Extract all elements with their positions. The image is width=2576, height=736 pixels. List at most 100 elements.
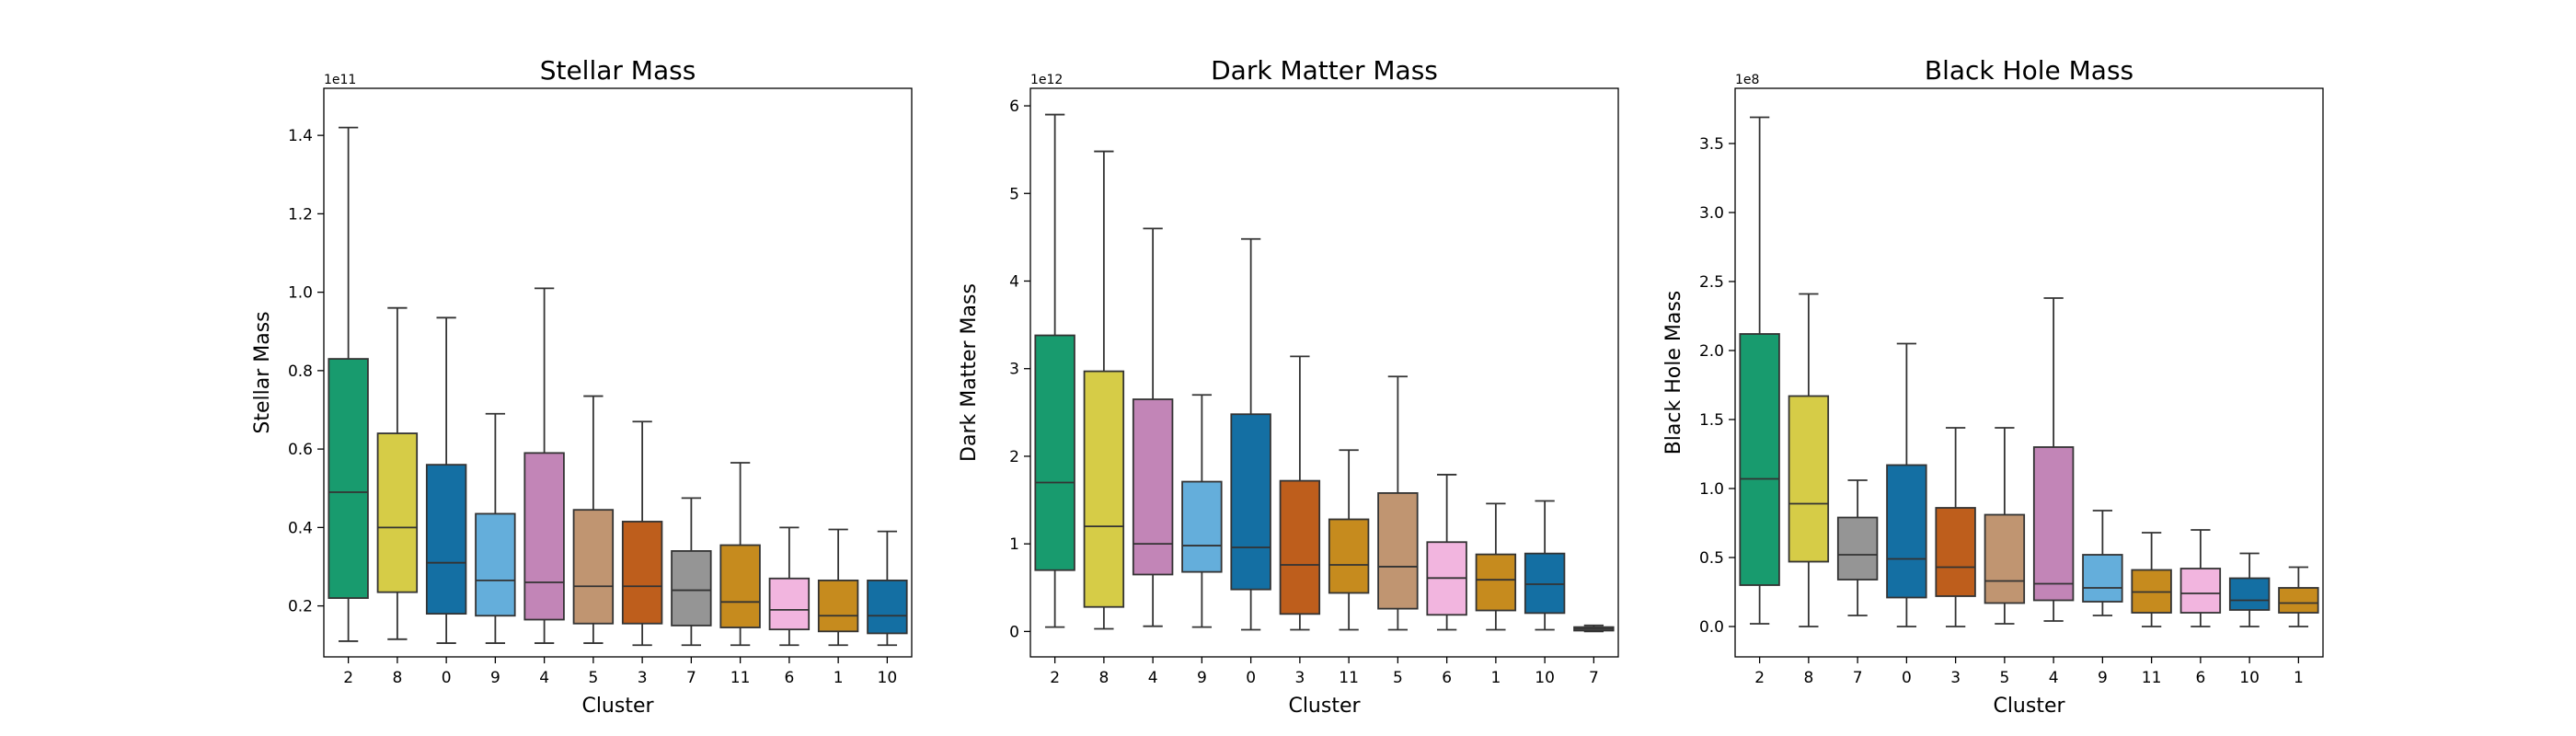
y-tick-label: 1.0 xyxy=(288,284,313,303)
box-cluster-3 xyxy=(621,420,663,647)
box-cluster-9 xyxy=(1181,394,1223,628)
x-tick-label: 3 xyxy=(638,669,648,687)
box-body xyxy=(1328,518,1370,594)
box-cluster-4 xyxy=(523,287,565,644)
box-cluster-9 xyxy=(475,412,516,644)
y-tick-label: 0.0 xyxy=(1699,618,1724,637)
box-cluster-5 xyxy=(1377,375,1419,631)
box-cluster-1 xyxy=(1475,502,1517,631)
box-cluster-1 xyxy=(2278,566,2319,627)
box-body xyxy=(328,358,369,599)
chart-title: Stellar Mass xyxy=(540,55,696,86)
x-tick-label: 1 xyxy=(834,669,844,687)
x-tick-label: 5 xyxy=(1393,669,1403,687)
x-tick-label: 10 xyxy=(878,669,898,687)
x-tick-label: 3 xyxy=(1950,669,1961,687)
chart-title: Black Hole Mass xyxy=(1925,55,2133,86)
box-body xyxy=(1083,370,1125,608)
x-tick-label: 6 xyxy=(1442,669,1452,687)
x-axis-label: Cluster xyxy=(1288,695,1361,718)
box-body xyxy=(376,432,419,593)
y-tick-label: 0.8 xyxy=(288,362,313,381)
x-tick-label: 2 xyxy=(1050,669,1060,687)
box-body xyxy=(1132,398,1174,576)
box-body xyxy=(621,521,663,625)
box-body xyxy=(1739,333,1780,586)
box-cluster-2 xyxy=(1034,113,1075,628)
y-tick-label: 1.0 xyxy=(1699,480,1724,499)
x-tick-label: 11 xyxy=(1339,669,1359,687)
box-body xyxy=(1886,464,1927,599)
x-tick-label: 7 xyxy=(1853,669,1863,687)
x-tick-label: 4 xyxy=(2049,669,2059,687)
box-cluster-8 xyxy=(376,306,419,640)
axis-ticks: 0 1 2 3 4 5 6 2 8 4 9 0 3 11 5 6 1 10 7 xyxy=(1009,98,1599,687)
x-tick-label: 0 xyxy=(1902,669,1912,687)
box-body xyxy=(2278,587,2319,614)
black-hole-mass-panel: Black Hole Mass Cluster Black Hole Mass … xyxy=(1662,55,2324,718)
y-axis-label: Stellar Mass xyxy=(251,311,274,433)
box-body xyxy=(1475,553,1517,612)
y-axis-label: Black Hole Mass xyxy=(1662,291,1685,455)
box-cluster-3 xyxy=(1279,355,1321,631)
y-axis-label: Dark Matter Mass xyxy=(958,283,981,462)
box-body xyxy=(2228,577,2271,611)
x-tick-label: 4 xyxy=(1148,669,1158,687)
box-cluster-10 xyxy=(867,530,908,647)
box-body xyxy=(1377,492,1419,610)
y-offset-label: 1e12 xyxy=(1030,73,1063,87)
y-tick-label: 4 xyxy=(1009,272,1019,291)
y-tick-label: 2 xyxy=(1009,448,1019,466)
box-body xyxy=(817,579,859,633)
box-body xyxy=(1181,480,1223,573)
box-body xyxy=(1836,516,1879,581)
box-body xyxy=(1984,513,2026,604)
x-tick-label: 6 xyxy=(784,669,794,687)
x-tick-label: 2 xyxy=(1754,669,1765,687)
box-cluster-8 xyxy=(1083,150,1125,630)
x-tick-label: 0 xyxy=(1246,669,1256,687)
x-tick-label: 11 xyxy=(2142,669,2162,687)
box-body xyxy=(867,579,908,635)
axes-frame xyxy=(323,87,913,658)
box-cluster-0 xyxy=(1230,237,1271,631)
x-tick-label: 11 xyxy=(730,669,751,687)
box-body xyxy=(1788,395,1830,563)
box-cluster-11 xyxy=(1328,449,1370,631)
box-cluster-10 xyxy=(2228,552,2271,627)
x-tick-label: 3 xyxy=(1294,669,1305,687)
x-tick-label: 7 xyxy=(686,669,696,687)
x-tick-label: 1 xyxy=(2294,669,2304,687)
x-tick-label: 9 xyxy=(1197,669,1207,687)
y-tick-label: 3.5 xyxy=(1699,135,1724,154)
box-body xyxy=(1279,479,1321,615)
x-tick-label: 10 xyxy=(2239,669,2260,687)
box-body xyxy=(1230,413,1271,591)
y-tick-label: 0.2 xyxy=(288,598,313,616)
box-body xyxy=(2179,568,2222,614)
box-cluster-7 xyxy=(671,497,712,647)
x-tick-label: 8 xyxy=(1803,669,1813,687)
box-cluster-3 xyxy=(1935,427,1976,627)
box-cluster-11 xyxy=(2131,532,2172,627)
x-tick-label: 8 xyxy=(392,669,402,687)
y-tick-label: 6 xyxy=(1009,98,1019,116)
box-cluster-6 xyxy=(768,526,811,647)
x-tick-label: 6 xyxy=(2195,669,2205,687)
box-cluster-10 xyxy=(1524,500,1566,631)
box-cluster-6 xyxy=(2179,529,2222,627)
box-cluster-5 xyxy=(572,395,615,644)
y-tick-label: 1.5 xyxy=(1699,411,1724,430)
box-body xyxy=(1935,507,1976,597)
y-tick-label: 0.5 xyxy=(1699,549,1724,568)
stellar-mass-panel: Stellar Mass Cluster Stellar Mass 1e11 0… xyxy=(251,55,913,718)
box-cluster-4 xyxy=(2032,297,2075,622)
box-body xyxy=(425,464,467,615)
x-tick-label: 9 xyxy=(2098,669,2108,687)
axes-frame xyxy=(1734,87,2324,658)
y-tick-label: 1.4 xyxy=(288,127,313,145)
x-tick-label: 5 xyxy=(588,669,598,687)
x-tick-label: 2 xyxy=(343,669,353,687)
